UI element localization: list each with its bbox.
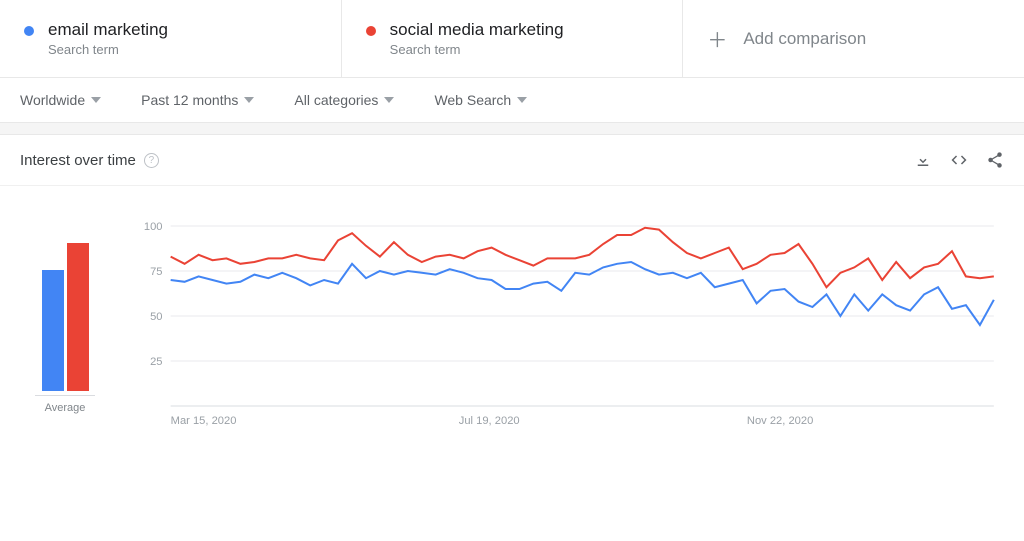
terms-row: email marketing Search term social media… bbox=[0, 0, 1024, 78]
panel-title-wrap: Interest over time ? bbox=[20, 152, 159, 169]
term-card-2[interactable]: social media marketing Search term bbox=[342, 0, 684, 77]
average-label: Average bbox=[45, 402, 86, 414]
filter-searchtype-label: Web Search bbox=[434, 92, 511, 108]
average-chart: Average bbox=[20, 216, 110, 436]
chevron-down-icon bbox=[517, 97, 527, 103]
section-divider bbox=[0, 123, 1024, 135]
download-icon bbox=[914, 151, 932, 169]
filter-search-type[interactable]: Web Search bbox=[434, 92, 527, 108]
filter-region-label: Worldwide bbox=[20, 92, 85, 108]
term-dot-2 bbox=[366, 26, 376, 36]
interest-panel: Interest over time ? Average bbox=[0, 135, 1024, 446]
svg-text:Jul 19, 2020: Jul 19, 2020 bbox=[459, 415, 520, 427]
avg-bar-2 bbox=[67, 243, 89, 391]
line-chart-svg: 25 50 75 100 Mar 15, 2020 Jul 19, 2020 Nov 22… bbox=[130, 216, 1004, 436]
chevron-down-icon bbox=[384, 97, 394, 103]
svg-text:100: 100 bbox=[144, 221, 163, 233]
svg-text:75: 75 bbox=[150, 266, 162, 278]
term-sublabel-2: Search term bbox=[390, 42, 564, 57]
panel-title: Interest over time bbox=[20, 152, 136, 169]
panel-header: Interest over time ? bbox=[0, 135, 1024, 186]
avg-bar-1 bbox=[42, 270, 64, 391]
average-bars bbox=[35, 216, 95, 396]
svg-text:Mar 15, 2020: Mar 15, 2020 bbox=[171, 415, 237, 427]
svg-text:25: 25 bbox=[150, 356, 162, 368]
filter-category-label: All categories bbox=[294, 92, 378, 108]
term-card-1[interactable]: email marketing Search term bbox=[0, 0, 342, 77]
chevron-down-icon bbox=[91, 97, 101, 103]
svg-text:Nov 22, 2020: Nov 22, 2020 bbox=[747, 415, 813, 427]
share-icon bbox=[986, 151, 1004, 169]
filter-timerange-label: Past 12 months bbox=[141, 92, 238, 108]
term-sublabel-1: Search term bbox=[48, 42, 168, 57]
term-dot-1 bbox=[24, 26, 34, 36]
term-label-1: email marketing bbox=[48, 20, 168, 40]
filter-timerange[interactable]: Past 12 months bbox=[141, 92, 254, 108]
chevron-down-icon bbox=[244, 97, 254, 103]
embed-button[interactable] bbox=[950, 151, 968, 169]
code-icon bbox=[950, 151, 968, 169]
plus-icon: ＋ bbox=[707, 24, 727, 53]
add-comparison-label: Add comparison bbox=[743, 29, 866, 49]
download-button[interactable] bbox=[914, 151, 932, 169]
term-text-1: email marketing Search term bbox=[48, 20, 168, 57]
line-chart: 25 50 75 100 Mar 15, 2020 Jul 19, 2020 Nov 22… bbox=[130, 216, 1004, 436]
filter-category[interactable]: All categories bbox=[294, 92, 394, 108]
share-button[interactable] bbox=[986, 151, 1004, 169]
term-text-2: social media marketing Search term bbox=[390, 20, 564, 57]
add-comparison-button[interactable]: ＋ Add comparison bbox=[683, 0, 1024, 77]
filters-row: Worldwide Past 12 months All categories … bbox=[0, 78, 1024, 123]
svg-text:50: 50 bbox=[150, 311, 162, 323]
term-label-2: social media marketing bbox=[390, 20, 564, 40]
filter-region[interactable]: Worldwide bbox=[20, 92, 101, 108]
chart-area: Average 25 50 75 100 Mar 15, 2020 Jul 19, 20… bbox=[0, 186, 1024, 446]
help-icon[interactable]: ? bbox=[144, 153, 159, 168]
panel-actions bbox=[914, 151, 1004, 169]
